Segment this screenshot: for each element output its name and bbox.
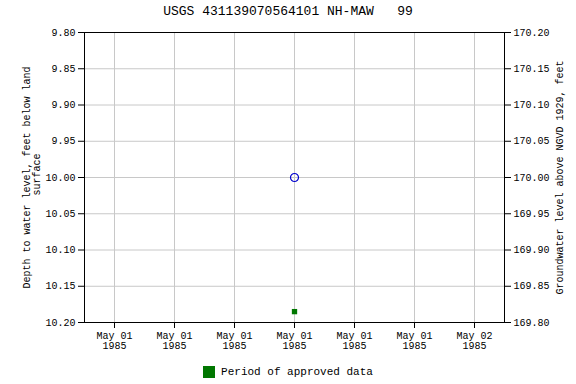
svg-text:May 011985: May 011985 xyxy=(336,331,372,352)
svg-text:169.80: 169.80 xyxy=(514,318,550,329)
svg-text:170.20: 170.20 xyxy=(514,28,550,39)
svg-text:10.20: 10.20 xyxy=(45,318,75,329)
svg-text:10.10: 10.10 xyxy=(45,245,75,256)
svg-text:9.95: 9.95 xyxy=(51,136,75,147)
svg-text:9.90: 9.90 xyxy=(51,100,75,111)
svg-text:May 011985: May 011985 xyxy=(156,331,192,352)
svg-text:169.85: 169.85 xyxy=(514,281,550,292)
svg-text:Groundwater level above NGVD 1: Groundwater level above NGVD 1929, feet xyxy=(555,60,566,294)
svg-text:170.10: 170.10 xyxy=(514,100,550,111)
svg-text:169.95: 169.95 xyxy=(514,209,550,220)
svg-text:May 011985: May 011985 xyxy=(396,331,432,352)
svg-text:May 011985: May 011985 xyxy=(96,331,132,352)
html-text:USGS 431139070564101 NH-MAW 99: USGS 431139070564101 NH-MAW 99 xyxy=(163,4,413,19)
svg-text:May 021985: May 021985 xyxy=(456,331,492,352)
svg-text:170.15: 170.15 xyxy=(514,64,550,75)
svg-text:9.80: 9.80 xyxy=(51,28,75,39)
svg-text:170.00: 170.00 xyxy=(514,173,550,184)
svg-text:170.05: 170.05 xyxy=(514,136,550,147)
svg-text:May 011985: May 011985 xyxy=(216,331,252,352)
svg-text:10.05: 10.05 xyxy=(45,209,75,220)
svg-text:9.85: 9.85 xyxy=(51,64,75,75)
svg-text:May 011985: May 011985 xyxy=(276,331,312,352)
html-text:Period of approved data: Period of approved data xyxy=(221,366,373,378)
svg-text:10.00: 10.00 xyxy=(45,173,75,184)
svg-text:10.15: 10.15 xyxy=(45,281,75,292)
svg-text:Depth to water level, feet bel: Depth to water level, feet below land su… xyxy=(22,66,43,288)
svg-text:169.90: 169.90 xyxy=(514,245,550,256)
